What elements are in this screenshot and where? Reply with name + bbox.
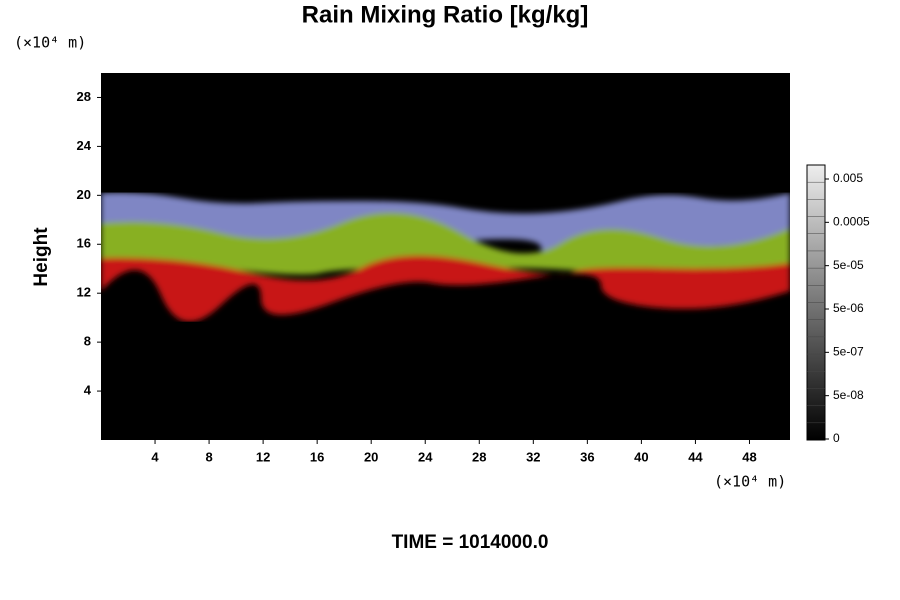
x-tick-label: 44 [688,449,703,464]
colorbar-tick-label: 0 [833,431,840,445]
x-tick-label: 4 [151,449,159,464]
y-axis-label: Height [31,227,52,287]
x-tick-label: 48 [742,449,756,464]
footer: TIME = 1014000.0 [392,532,549,553]
field-bands [101,193,790,322]
x-tick-label: 40 [634,449,648,464]
x-tick-label: 16 [310,449,324,464]
colorbar-tick-label: 5e-06 [833,301,864,315]
x-unit: (×10⁴ m) [714,473,786,491]
colorbar-tick-label: 5e-08 [833,388,864,402]
colorbar-tick-label: 0.005 [833,171,863,185]
x-tick-label: 12 [256,449,270,464]
y-tick-label: 4 [84,383,92,398]
colorbar-tick-label: 5e-05 [833,258,864,272]
x-tick-label: 8 [205,449,212,464]
field-view [101,193,790,322]
x-tick-label: 24 [418,449,433,464]
green-band [101,213,790,276]
x-tick-label: 28 [472,449,486,464]
colorbar-tick-label: 5e-07 [833,345,864,359]
y-tick-label: 16 [77,236,91,251]
chart-title: Rain Mixing Ratio [kg/kg] [302,1,589,28]
y-tick-label: 12 [77,285,91,300]
y-tick-label: 28 [77,89,91,104]
field [101,193,790,322]
x-tick-label: 20 [364,449,378,464]
y-unit: (×10⁴ m) [14,34,86,52]
y-tick-label: 24 [77,138,92,153]
y-tick-label: 20 [77,187,91,202]
x-tick-label: 32 [526,449,540,464]
colorbar-tick-label: 0.0005 [833,215,870,229]
y-tick-label: 8 [84,334,91,349]
red-band [101,256,790,322]
x-tick-label: 36 [580,449,594,464]
